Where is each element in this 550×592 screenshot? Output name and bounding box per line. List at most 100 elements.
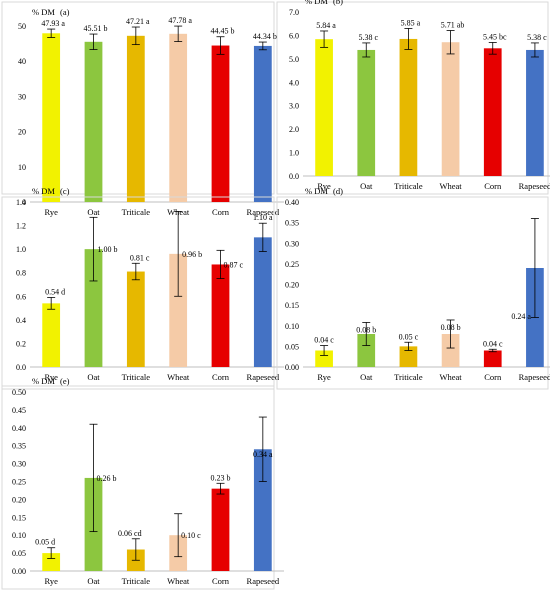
data-label-oat: 1.00 b	[98, 245, 118, 254]
y-tick-label: 0.05	[285, 342, 299, 351]
y-tick-label: 1.0	[16, 245, 26, 254]
x-tick-label: Rapeseed	[247, 207, 280, 217]
y-tick-label: 0.25	[285, 260, 299, 269]
x-tick-label: Corn	[484, 181, 502, 191]
bar-rapeseed	[253, 237, 272, 367]
x-tick-label: Rye	[44, 372, 58, 382]
bar-triticale	[126, 271, 145, 367]
bar-wheat	[169, 253, 188, 367]
bar-corn	[211, 45, 230, 203]
y-tick-label: 10	[18, 163, 26, 172]
x-tick-label: Rye	[317, 181, 331, 191]
bar-rye	[42, 33, 61, 202]
data-label-corn: 0.87 c	[224, 260, 244, 269]
x-tick-label: Triticale	[394, 181, 423, 191]
x-tick-label: Oat	[87, 576, 100, 586]
y-tick-label: 0.10	[12, 531, 26, 540]
data-label-triticale: 0.81 c	[130, 253, 150, 262]
y-tick-label: 2.0	[289, 125, 299, 134]
panel-label: (e)	[60, 376, 70, 386]
bar-corn	[483, 350, 502, 367]
y-tick-label: 0.35	[12, 442, 26, 451]
x-tick-label: Corn	[484, 372, 502, 382]
chart-panel-b: % DM (b) 0.0 1.0 2.0 3.0 4.0 5.0 6.0 7.0 5.84 a Rye…	[276, 0, 550, 195]
x-tick-label: Rapeseed	[247, 372, 280, 382]
bar-rye	[42, 303, 61, 367]
x-tick-label: Rye	[317, 372, 331, 382]
bar-oat	[84, 249, 103, 367]
data-label-rapeseed: 5.38 c	[527, 33, 547, 42]
y-tick-label: 40	[18, 57, 26, 66]
y-tick-label: 0	[22, 198, 26, 207]
x-tick-label: Triticale	[394, 372, 423, 382]
x-tick-label: Triticale	[122, 372, 151, 382]
panel-frame	[276, 1, 549, 195]
y-tick-label: 0.20	[12, 495, 26, 504]
bar-rye	[315, 39, 333, 177]
data-label-rapeseed: 1.10 a	[253, 213, 273, 222]
chart-panel-e: % DM (e) 0.00 0.05 0.10 0.15 0.20 0.25 0.30 0.35 0…	[1, 376, 284, 590]
bar-wheat	[169, 33, 188, 203]
panel-label: (c)	[60, 186, 70, 196]
bar-rapeseed	[526, 49, 544, 176]
y-tick-label: 0.45	[12, 406, 26, 415]
panel-frame	[1, 196, 275, 390]
data-label-rapeseed: 0.34 a	[253, 450, 273, 459]
data-label-oat: 0.26 b	[97, 474, 117, 483]
y-tick-label: 50	[18, 22, 26, 31]
bar-triticale	[399, 38, 418, 176]
x-tick-label: Oat	[87, 372, 100, 382]
y-tick-label: 3.0	[289, 102, 299, 111]
y-tick-label: 0.35	[285, 219, 299, 228]
y-tick-label: 0.40	[285, 198, 299, 207]
data-label-rye: 0.54 d	[45, 287, 65, 296]
y-tick-label: 0.50	[12, 388, 26, 397]
data-label-oat: 0.08 b	[356, 325, 376, 334]
y-tick-label: 0.25	[12, 478, 26, 487]
y-tick-label: 0.2	[16, 339, 26, 348]
bar-triticale	[126, 35, 145, 202]
x-tick-label: Oat	[360, 372, 373, 382]
y-tick-label: 0.00	[285, 363, 299, 372]
y-tick-label: 0.15	[285, 301, 299, 310]
data-label-corn: 5.45 bc	[483, 32, 507, 41]
y-tick-label: 1.0	[289, 149, 299, 158]
y-tick-label: 0.4	[16, 316, 26, 325]
bar-wheat	[441, 42, 460, 177]
x-tick-label: Oat	[360, 181, 373, 191]
y-tick-label: 0.30	[12, 460, 26, 469]
y-tick-label: 0.30	[285, 239, 299, 248]
data-label-triticale: 47.21 a	[126, 17, 150, 26]
panel-frame	[1, 385, 275, 590]
data-label-rapeseed: 44.34 b	[253, 32, 277, 41]
panel-frame	[276, 196, 549, 390]
y-tick-label: 0.00	[12, 567, 26, 576]
data-label-corn: 0.23 b	[211, 473, 231, 482]
x-tick-label: Wheat	[439, 181, 462, 191]
y-unit-label: % DM	[305, 186, 328, 196]
panel-label: (a)	[60, 7, 70, 17]
bar-oat	[357, 49, 376, 176]
bar-oat	[84, 41, 103, 203]
x-tick-label: Corn	[212, 372, 230, 382]
x-tick-label: Rapeseed	[519, 372, 550, 382]
data-label-triticale: 0.05 c	[399, 332, 419, 341]
data-label-rye: 0.05 d	[35, 538, 55, 547]
panel-label: (b)	[333, 0, 343, 6]
y-tick-label: 0.8	[16, 269, 26, 278]
bar-oat	[357, 334, 376, 367]
y-tick-label: 1.2	[16, 222, 26, 231]
y-unit-label: % DM	[32, 7, 55, 17]
y-tick-label: 0.10	[285, 322, 299, 331]
data-label-triticale: 5.85 a	[401, 18, 421, 27]
data-label-wheat: 5.71 ab	[441, 21, 465, 30]
y-tick-label: 0.40	[12, 424, 26, 433]
y-unit-label: % DM	[32, 376, 55, 386]
data-label-rye: 0.04 c	[314, 336, 334, 345]
y-tick-label: 0.05	[12, 549, 26, 558]
x-tick-label: Wheat	[439, 372, 462, 382]
chart-panel-a: % DM (a) 0 10 20 30 40 50 47.93 a Rye 45.51 b Oat 47…	[1, 1, 284, 217]
y-unit-label: % DM	[32, 186, 55, 196]
x-tick-label: Wheat	[167, 576, 190, 586]
y-tick-label: 20	[18, 128, 26, 137]
